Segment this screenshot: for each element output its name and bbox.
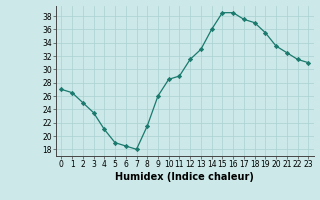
X-axis label: Humidex (Indice chaleur): Humidex (Indice chaleur): [116, 172, 254, 182]
